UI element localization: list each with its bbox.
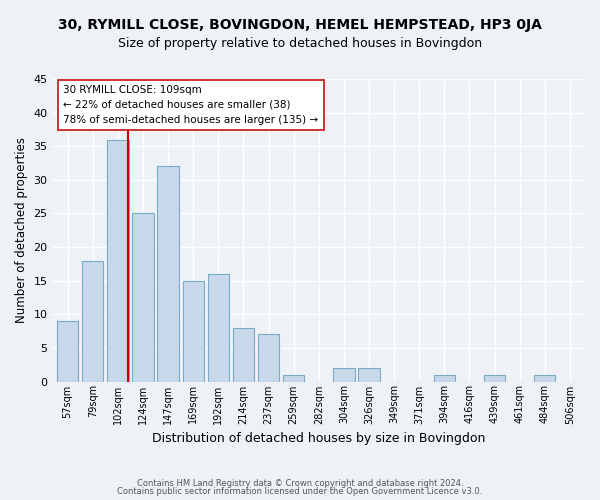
Bar [358, 368, 380, 382]
Bar [434, 375, 455, 382]
Y-axis label: Number of detached properties: Number of detached properties [15, 138, 28, 324]
Bar [157, 166, 179, 382]
Text: Size of property relative to detached houses in Bovingdon: Size of property relative to detached ho… [118, 38, 482, 51]
Bar [333, 368, 355, 382]
Bar [82, 260, 103, 382]
Bar [132, 214, 154, 382]
Bar [57, 321, 78, 382]
Bar [283, 375, 304, 382]
Bar [484, 375, 505, 382]
Bar [233, 328, 254, 382]
Bar [107, 140, 128, 382]
X-axis label: Distribution of detached houses by size in Bovingdon: Distribution of detached houses by size … [152, 432, 485, 445]
Bar [182, 280, 204, 382]
Text: 30, RYMILL CLOSE, BOVINGDON, HEMEL HEMPSTEAD, HP3 0JA: 30, RYMILL CLOSE, BOVINGDON, HEMEL HEMPS… [58, 18, 542, 32]
Text: Contains HM Land Registry data © Crown copyright and database right 2024.: Contains HM Land Registry data © Crown c… [137, 478, 463, 488]
Bar [208, 274, 229, 382]
Bar [258, 334, 279, 382]
Bar [534, 375, 556, 382]
Text: 30 RYMILL CLOSE: 109sqm
← 22% of detached houses are smaller (38)
78% of semi-de: 30 RYMILL CLOSE: 109sqm ← 22% of detache… [63, 85, 319, 124]
Text: Contains public sector information licensed under the Open Government Licence v3: Contains public sector information licen… [118, 487, 482, 496]
